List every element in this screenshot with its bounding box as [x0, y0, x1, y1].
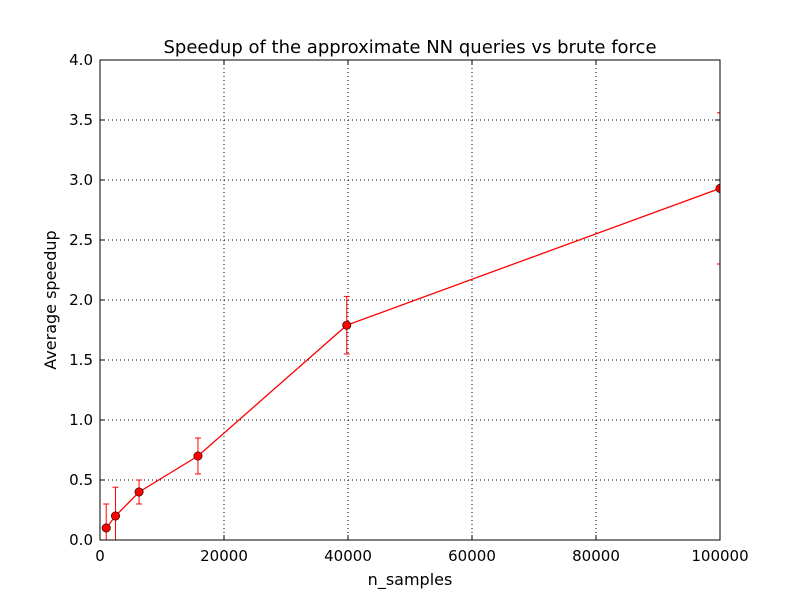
y-axis-label: Average speedup [41, 230, 60, 369]
y-tick-label: 3.0 [69, 171, 93, 189]
series-layer [101, 112, 720, 540]
tick-marks [99, 59, 721, 541]
x-tick-label: 80000 [572, 547, 620, 565]
y-tick-label: 2.0 [69, 291, 93, 309]
y-tick-label: 2.5 [69, 231, 93, 249]
y-tick-label: 0.0 [69, 531, 93, 549]
x-tick-label: 20000 [200, 547, 248, 565]
x-tick-label: 40000 [324, 547, 372, 565]
y-tick-label: 1.0 [69, 411, 93, 429]
x-axis-label: n_samples [368, 570, 453, 590]
data-series [101, 112, 720, 540]
data-point [111, 511, 121, 521]
tick-labels: 0 20000 40000 60000 80000 100000 0.0 0.5 1.0 1.5 2… [69, 51, 748, 565]
x-tick-label: 60000 [448, 547, 496, 565]
grid-lines [100, 60, 720, 540]
chart-title: Speedup of the approximate NN queries vs… [163, 37, 656, 58]
data-point [193, 451, 203, 461]
x-tick-label: 100000 [691, 547, 748, 565]
y-tick-label: 4.0 [69, 51, 93, 69]
y-tick-label: 3.5 [69, 111, 93, 129]
y-tick-label: 0.5 [69, 471, 93, 489]
data-point [134, 487, 144, 497]
data-point [101, 523, 111, 533]
x-tick-label: 0 [95, 547, 105, 565]
y-tick-label: 1.5 [69, 351, 93, 369]
data-point [342, 320, 352, 330]
